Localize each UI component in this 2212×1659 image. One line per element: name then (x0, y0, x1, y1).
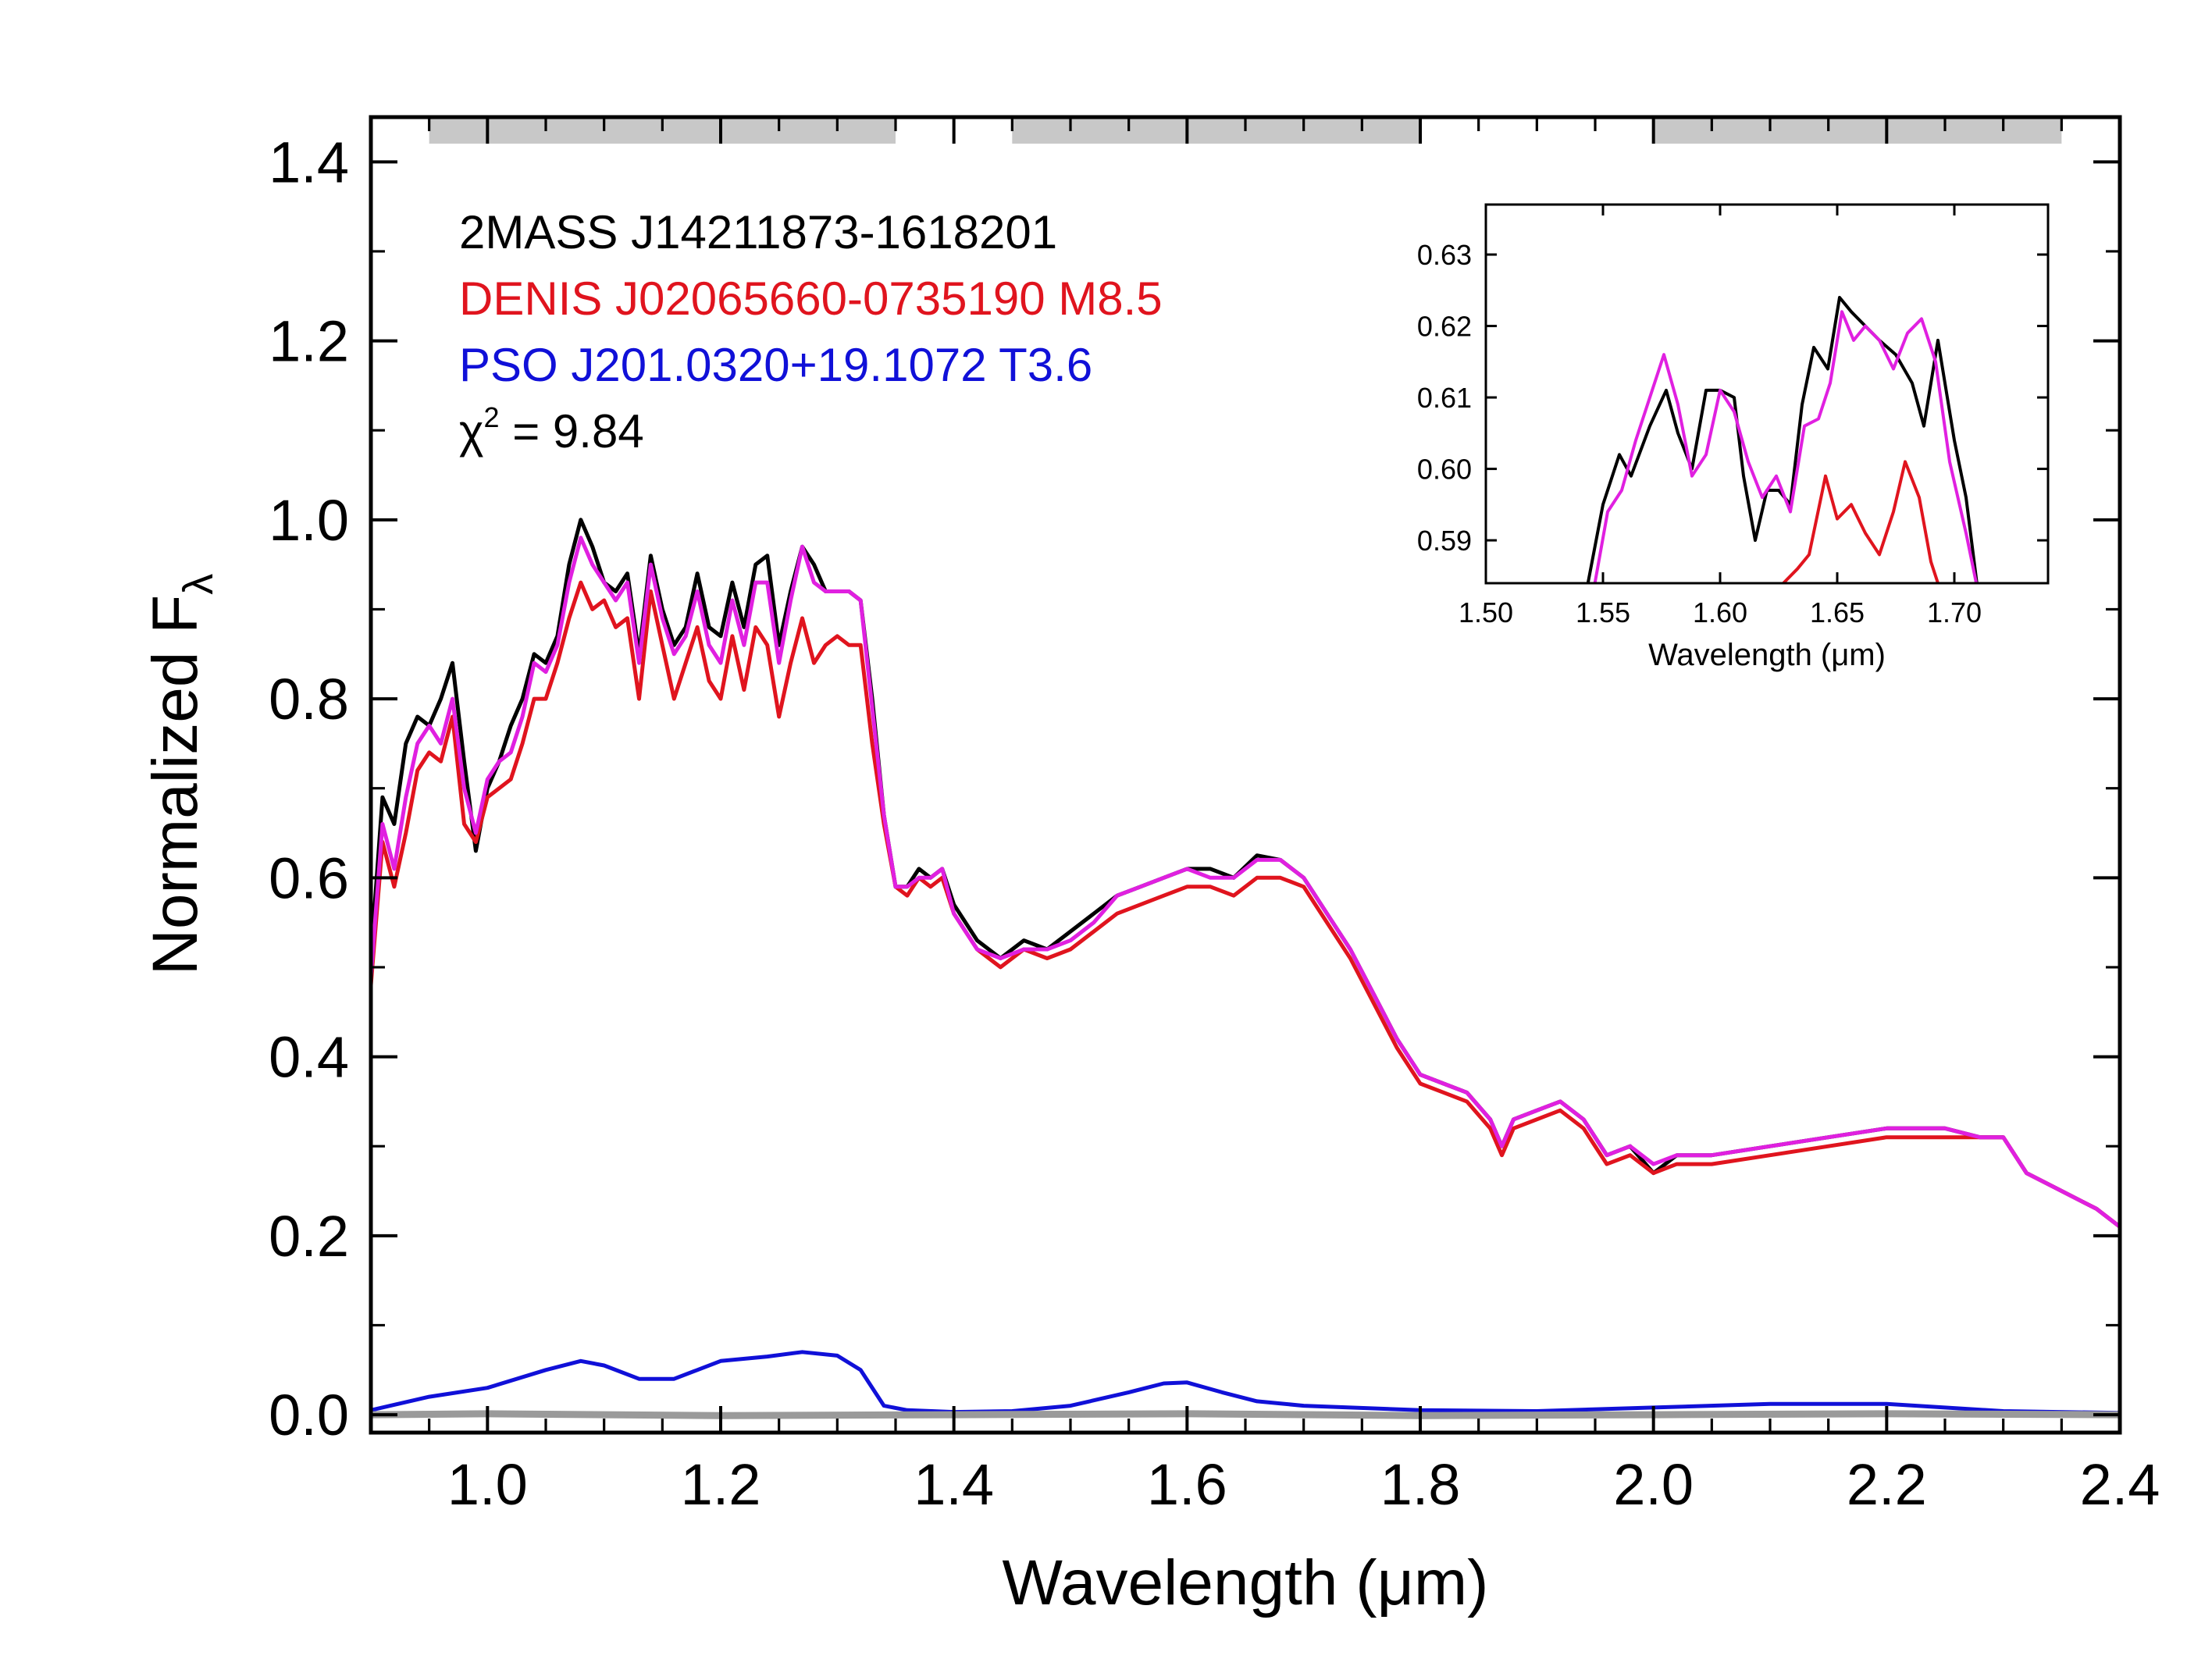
band-marker (1012, 119, 1420, 144)
band-marker (1653, 119, 2062, 144)
main-x-tick-label: 1.0 (447, 1452, 528, 1517)
main-y-tick-label: 0.8 (269, 667, 349, 732)
main-y-tick-label: 0.6 (269, 846, 349, 910)
x-axis-title: Wavelength (μm) (1003, 1547, 1489, 1618)
main-y-tick-label: 0.2 (269, 1204, 349, 1269)
main-x-tick-label: 1.2 (681, 1452, 761, 1517)
chi-squared-label: χ2 = 9.84 (459, 401, 644, 457)
main-y-tick-label: 1.4 (269, 130, 349, 194)
main-x-tick-label: 1.4 (914, 1452, 994, 1517)
inset-y-tick-label: 0.63 (1417, 239, 1472, 271)
main-y-tick-label: 0.0 (269, 1383, 349, 1447)
main-y-tick-label: 1.0 (269, 488, 349, 553)
inset-series-composite (1593, 310, 1979, 583)
inset-background (1486, 205, 2048, 583)
chi-exponent: 2 (484, 401, 500, 433)
inset-x-tick-label: 1.60 (1693, 596, 1747, 628)
main-x-tick-label: 2.2 (1847, 1452, 1927, 1517)
inset-x-tick-label: 1.55 (1576, 596, 1630, 628)
main-y-tick-label: 1.2 (269, 309, 349, 374)
main-series-pso-j201-0320-19-1072-t3-6 (371, 1350, 2120, 1415)
main-x-tick-label: 2.4 (2080, 1452, 2160, 1517)
chi-symbol: χ (459, 405, 484, 457)
main-x-tick-label: 1.8 (1380, 1452, 1461, 1517)
main-x-tick-labels: 1.0 1.2 1.4 1.6 1.8 2.0 2.2 2.4 (447, 1452, 2160, 1517)
inset-frame (1484, 203, 2050, 585)
legend-item-secondary: PSO J201.0320+19.1072 T3.6 (459, 339, 1092, 391)
y-axis-title: Normalized Fλ (140, 574, 222, 976)
main-plot: 1.0 1.2 1.4 1.6 1.8 2.0 2.2 2.4 0.0 0.2 0.4 0.6 0.8… (140, 115, 2160, 1618)
main-series-composite (371, 536, 2120, 1229)
main-x-tick-label: 2.0 (1613, 1452, 1694, 1517)
legend-item-primary: DENIS J02065660-0735190 M8.5 (459, 272, 1163, 325)
inset-y-tick-label: 0.62 (1417, 311, 1472, 343)
inset-y-tick-label: 0.59 (1417, 525, 1472, 557)
inset-x-tick-label: 1.65 (1810, 596, 1865, 628)
legend: 2MASS J14211873-1618201 DENIS J02065660-… (459, 206, 1163, 457)
inset-series-denis-j02065660-0735190-m8-5 (1782, 460, 1940, 583)
main-x-tick-label: 1.6 (1147, 1452, 1227, 1517)
inset-x-tick-label: 1.70 (1927, 596, 1982, 628)
main-y-tick-labels: 0.0 0.2 0.4 0.6 0.8 1.0 1.2 1.4 (269, 130, 349, 1447)
inset-y-tick-label: 0.60 (1417, 454, 1472, 486)
main-y-tick-label: 0.4 (269, 1025, 349, 1090)
main-series-residual (371, 1410, 2120, 1419)
chi-value: = 9.84 (500, 405, 644, 457)
inset-series-group (1586, 296, 1979, 583)
inset-x-tick-labels: 1.50 1.55 1.60 1.65 1.70 (1459, 596, 1982, 628)
inset-axis-ticks (1484, 205, 2048, 583)
y-axis-title-subscript: λ (175, 574, 222, 595)
inset-x-tick-label: 1.50 (1459, 596, 1513, 628)
inset-y-tick-labels: 0.59 0.60 0.61 0.62 0.63 (1417, 239, 1472, 557)
legend-item-target: 2MASS J14211873-1618201 (459, 206, 1057, 258)
main-axis-ticks (369, 117, 2121, 1433)
inset-y-tick-label: 0.61 (1417, 382, 1472, 414)
inset-plot: 1.50 1.55 1.60 1.65 1.70 0.59 0.60 0.61 0.62 0.6… (1417, 203, 2050, 672)
y-axis-title-main: Normalized F (140, 595, 211, 976)
inset-x-axis-title: Wavelength (μm) (1648, 638, 1886, 672)
